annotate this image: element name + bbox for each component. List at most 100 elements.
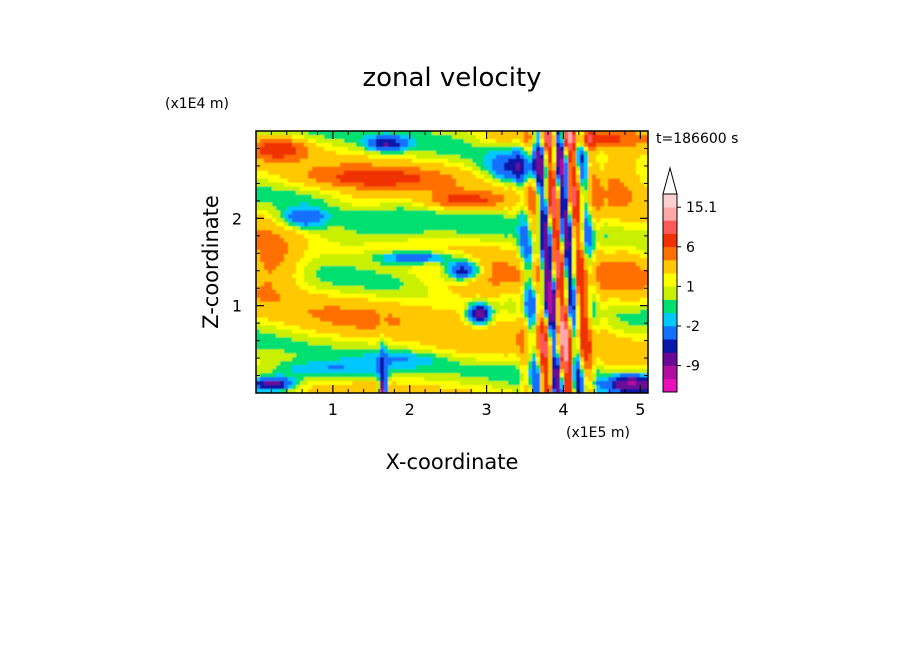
heatmap-cell [408, 182, 413, 188]
heatmap-cell [556, 234, 561, 239]
heatmap-cell [556, 190, 561, 196]
heatmap-cell [280, 269, 285, 275]
heatmap-cell [500, 210, 505, 215]
heatmap-cell [476, 226, 481, 231]
heatmap-cell [416, 131, 421, 136]
heatmap-cell [420, 138, 425, 144]
heatmap-cell [472, 377, 477, 382]
heatmap-cell [496, 226, 501, 231]
heatmap-cell [324, 222, 329, 227]
heatmap-cell [344, 265, 349, 271]
heatmap-cell [464, 365, 469, 370]
heatmap-cell [476, 389, 481, 393]
heatmap-cell [404, 234, 409, 239]
heatmap-cell [340, 289, 345, 295]
heatmap-cell [296, 170, 301, 176]
heatmap-cell [452, 178, 457, 184]
heatmap-cell [376, 373, 381, 378]
heatmap-cell [424, 142, 429, 148]
heatmap-cell [524, 365, 529, 370]
heatmap-cell [384, 301, 389, 307]
heatmap-cell [484, 158, 489, 164]
heatmap-cell [400, 206, 405, 211]
heatmap-cell [496, 150, 501, 156]
heatmap-cell [480, 313, 485, 319]
heatmap-cell [328, 138, 333, 144]
heatmap-cell [400, 146, 405, 152]
heatmap-cell [312, 281, 317, 287]
heatmap-cell [316, 170, 321, 176]
heatmap-cell [472, 134, 477, 140]
heatmap-cell [416, 142, 421, 148]
heatmap-cell [384, 277, 389, 283]
heatmap-cell [464, 297, 469, 303]
heatmap-cell [536, 289, 541, 295]
heatmap-cell [436, 214, 441, 219]
heatmap-cell [388, 190, 393, 196]
heatmap-cell [484, 138, 489, 144]
heatmap-cell [452, 142, 457, 148]
heatmap-cell [508, 262, 513, 267]
heatmap-cell [492, 345, 497, 350]
heatmap-cell [492, 150, 497, 156]
heatmap-cell [460, 262, 465, 267]
heatmap-cell [256, 281, 261, 287]
heatmap-cell [456, 234, 461, 239]
heatmap-cell [504, 361, 509, 366]
heatmap-cell [456, 337, 461, 342]
heatmap-cell [408, 305, 413, 311]
heatmap-cell [256, 250, 261, 255]
heatmap-cell [356, 242, 361, 247]
heatmap-cell [376, 381, 381, 386]
heatmap-cell [320, 365, 325, 370]
heatmap-cell [328, 190, 333, 196]
heatmap-cell [264, 281, 269, 287]
heatmap-cell [464, 325, 469, 331]
heatmap-cell [340, 214, 345, 219]
heatmap-cell [540, 254, 545, 259]
heatmap-cell [392, 377, 397, 382]
heatmap-cell [516, 309, 521, 315]
heatmap-cell [484, 258, 489, 263]
heatmap-cell [548, 353, 553, 358]
heatmap-cell [356, 293, 361, 299]
heatmap-cell [472, 389, 477, 393]
heatmap-cell [376, 285, 381, 291]
heatmap-cell [520, 150, 525, 156]
heatmap-cell [344, 353, 349, 358]
heatmap-cell [360, 313, 365, 319]
heatmap-cell [440, 369, 445, 374]
heatmap-cell [256, 385, 261, 390]
heatmap-cell [372, 277, 377, 283]
heatmap-cell [412, 226, 417, 231]
heatmap-cell [556, 210, 561, 215]
heatmap-cell [456, 198, 461, 204]
heatmap-cell [448, 361, 453, 366]
heatmap-cell [412, 349, 417, 354]
heatmap-cell [380, 166, 385, 172]
heatmap-cell [520, 365, 525, 370]
heatmap-cell [264, 134, 269, 140]
heatmap-cell [528, 214, 533, 219]
heatmap-cell [456, 202, 461, 208]
heatmap-cell [476, 353, 481, 358]
heatmap-cell [272, 166, 277, 172]
heatmap-cell [348, 242, 353, 247]
heatmap-cell [544, 194, 549, 200]
heatmap-cell [416, 277, 421, 283]
heatmap-cell [264, 131, 269, 136]
heatmap-cell [548, 206, 553, 211]
heatmap-cell [372, 246, 377, 251]
heatmap-cell [552, 301, 557, 307]
heatmap-cell [516, 250, 521, 255]
heatmap-cell [484, 190, 489, 196]
heatmap-cell [372, 222, 377, 227]
heatmap-cell [328, 353, 333, 358]
heatmap-cell [476, 313, 481, 319]
heatmap-cell [504, 262, 509, 267]
heatmap-cell [412, 361, 417, 366]
heatmap-cell [320, 138, 325, 144]
heatmap-cell [460, 198, 465, 204]
heatmap-cell [412, 365, 417, 370]
heatmap-cell [452, 218, 457, 223]
